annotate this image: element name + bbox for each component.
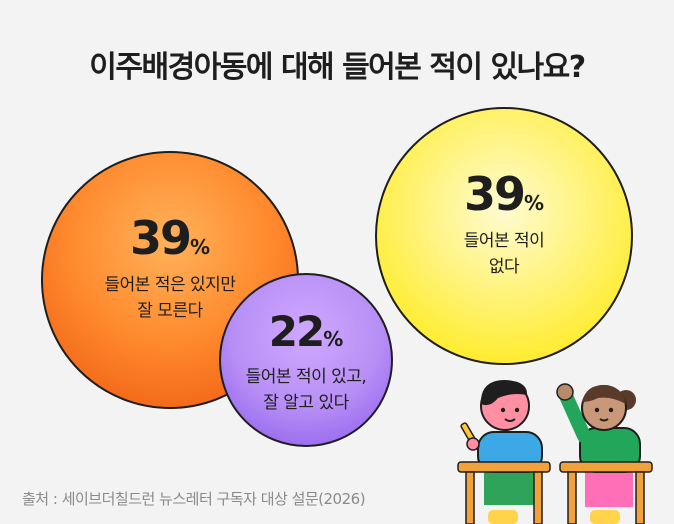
bubble-unaware-circle bbox=[375, 107, 633, 365]
student-right-icon bbox=[556, 383, 653, 524]
bubble-partial-label-line: 잘 모른다 bbox=[137, 301, 203, 321]
bubble-partial-label-line: 들어본 적은 있지만 bbox=[105, 275, 237, 295]
bubble-unaware-value: 39% bbox=[464, 167, 544, 221]
bubble-aware-value: 22% bbox=[269, 307, 344, 356]
bubble-aware-label-line: 잘 알고 있다 bbox=[263, 393, 349, 413]
bubble-aware-label-line: 들어본 적이 있고, bbox=[246, 367, 367, 387]
bubble-unaware-label-line: 없다 bbox=[489, 257, 520, 277]
page-title: 이주배경아동에 대해 들어본 적이 있나요? bbox=[89, 50, 586, 85]
source-note: 출처 : 세이브더칠드런 뉴스레터 구독자 대상 설문(2026) bbox=[22, 490, 366, 508]
bubble-unaware-label-line: 들어본 적이 bbox=[464, 231, 545, 251]
bubble-aware-circle bbox=[219, 273, 393, 447]
student-left-icon bbox=[457, 380, 551, 524]
bubble-aware: 22% 들어본 적이 있고, 잘 알고 있다 bbox=[219, 273, 393, 447]
bubble-partial-value: 39% bbox=[130, 211, 210, 265]
